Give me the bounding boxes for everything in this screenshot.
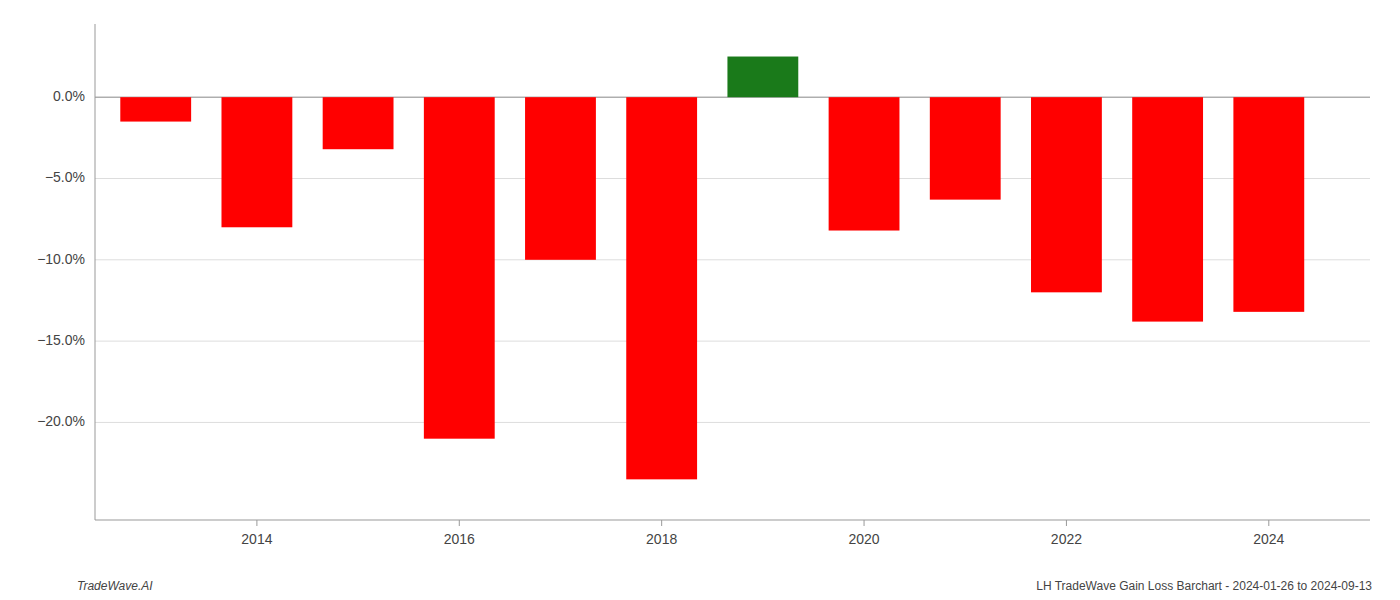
bar	[525, 97, 596, 260]
bar	[1233, 97, 1304, 312]
x-tick	[1066, 520, 1067, 526]
y-tick-label: −20.0%	[37, 413, 85, 429]
bar	[424, 97, 495, 439]
x-tick-label: 2014	[241, 531, 272, 547]
grid	[95, 97, 1370, 422]
x-tick-label: 2020	[848, 531, 879, 547]
y-axis: 0.0% −5.0% −10.0% −15.0% −20.0%	[37, 24, 95, 520]
bar	[930, 97, 1001, 199]
x-axis: 2014 2016 2018 2020 2022 2024	[95, 520, 1370, 547]
grid-line	[95, 422, 1370, 423]
annotation-right: LH TradeWave Gain Loss Barchart - 2024-0…	[1036, 579, 1372, 593]
x-tick-label: 2016	[444, 531, 475, 547]
x-tick	[864, 520, 865, 526]
bar	[829, 97, 900, 230]
y-tick-label: −10.0%	[37, 251, 85, 267]
bar	[1132, 97, 1203, 321]
bar	[727, 57, 798, 98]
y-axis-line	[95, 24, 96, 520]
y-tick-label: 0.0%	[53, 88, 85, 104]
x-tick-label: 2024	[1253, 531, 1284, 547]
annotations: TradeWave.AI LH TradeWave Gain Loss Barch…	[77, 579, 1372, 593]
y-tick-label: −5.0%	[45, 169, 85, 185]
x-axis-line	[95, 520, 1370, 521]
bar	[626, 97, 697, 479]
x-tick	[661, 520, 662, 526]
bar	[120, 97, 191, 121]
x-tick	[1268, 520, 1269, 526]
bar	[1031, 97, 1102, 292]
page: {"chart_data": { "type": "bar", "x": [20…	[0, 0, 1400, 600]
x-tick	[256, 520, 257, 526]
bar	[221, 97, 292, 227]
annotation-left: TradeWave.AI	[77, 579, 153, 593]
bars	[120, 57, 1304, 480]
x-tick-label: 2022	[1051, 531, 1082, 547]
x-tick	[459, 520, 460, 526]
y-tick-label: −15.0%	[37, 332, 85, 348]
chart: 0.0%−5.0%−10.0%−15.0%−20.0%2014201620182…	[0, 0, 1400, 600]
grid-line	[95, 341, 1370, 342]
x-tick-label: 2018	[646, 531, 677, 547]
bar	[323, 97, 394, 149]
